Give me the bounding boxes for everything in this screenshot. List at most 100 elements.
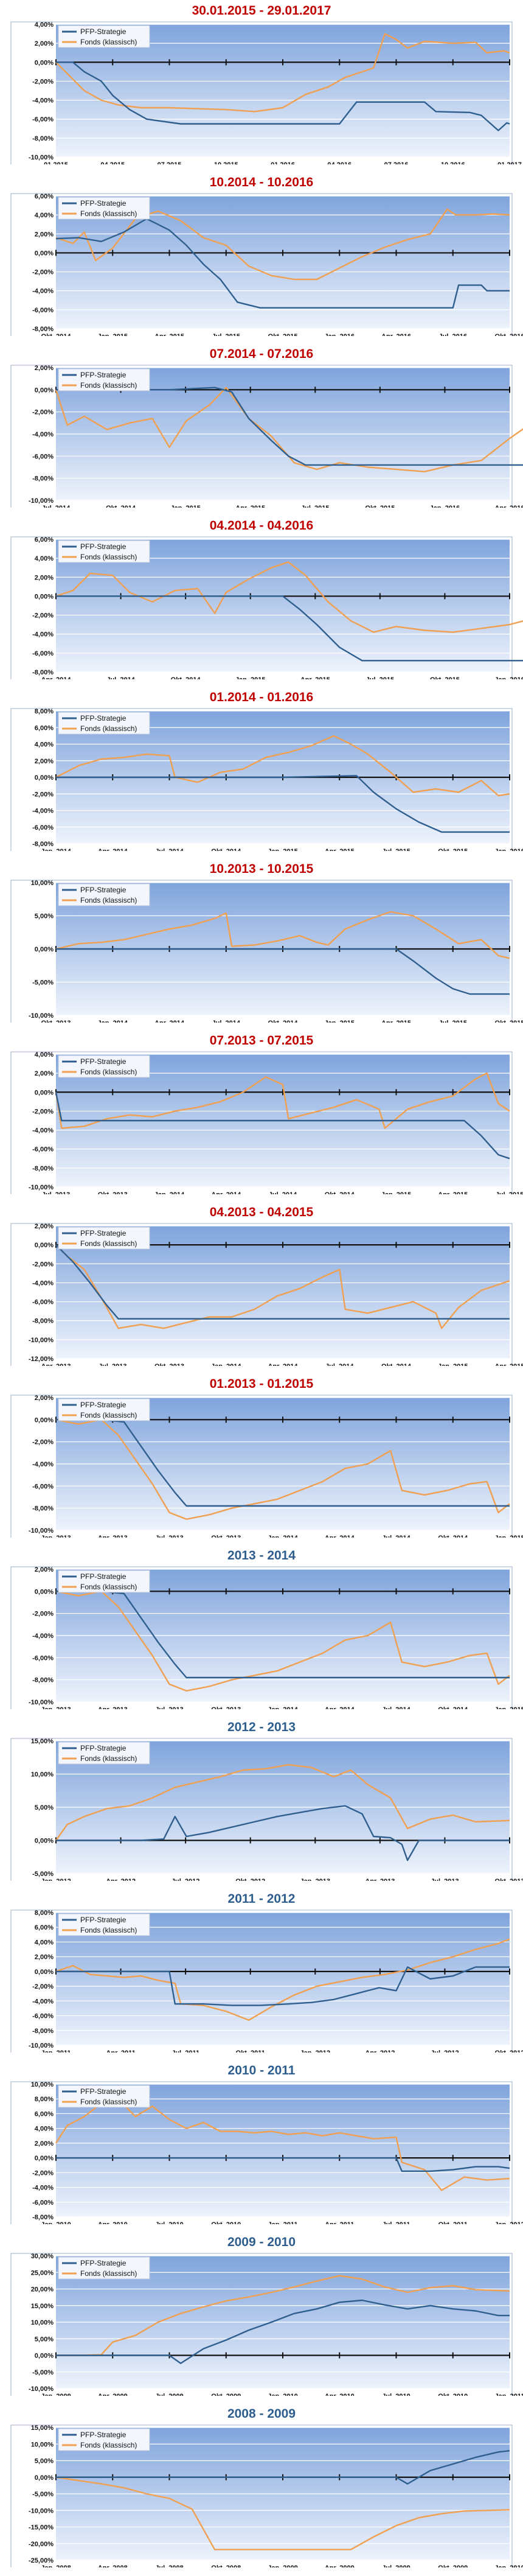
x-tick-label: Jul. 2013 xyxy=(155,1535,183,1538)
x-tick-label: Jul. 2009 xyxy=(382,2564,410,2567)
legend-label-strategy: PFP-Strategie xyxy=(80,542,126,551)
series-line-strategy xyxy=(56,948,510,995)
chart-svg: 30,00% 25,00% 20,00% 15,00% 10,00% 5,00% 0,00%… xyxy=(10,2253,523,2396)
x-tick-label: Okt. 2014 xyxy=(438,1706,468,1709)
chart-svg: 8,00% 6,00% 4,00% 2,00% 0,00% -2,00% -4,00% -6,… xyxy=(10,1909,523,2053)
x-tick-label: Jul. 2014 xyxy=(382,1706,410,1709)
y-tick-label: -4,00% xyxy=(32,431,54,438)
x-tick-label: Okt. 2013 xyxy=(495,1878,523,1881)
chart-title: 2011 - 2012 xyxy=(227,1892,296,1906)
y-tick-label: -20,00% xyxy=(29,2541,54,2548)
series-line-strategy xyxy=(55,218,510,309)
x-tick-label: Jan. 2011 xyxy=(268,2221,298,2224)
y-tick-label: 0,00% xyxy=(35,59,54,66)
x-tick-label: Jan. 2010 xyxy=(41,2221,71,2224)
series-line-strategy xyxy=(56,1805,510,1861)
series-line-fund xyxy=(55,208,510,281)
y-tick-label: -8,00% xyxy=(32,1505,54,1513)
x-tick-label: Jan. 2009 xyxy=(41,2393,71,2396)
y-tick-label: -5,00% xyxy=(32,2491,54,2498)
chart-svg: 2,00% 0,00% -2,00% -4,00% -6,00% -8,00% -10,00… xyxy=(10,1566,523,1709)
chart-title: 2012 - 2013 xyxy=(227,1720,296,1734)
x-tick-label: Jan. 2015 xyxy=(438,1363,468,1366)
x-tick-label: Okt. 2014 xyxy=(381,1363,412,1366)
y-tick-label: 6,00% xyxy=(35,1924,54,1931)
legend-label-strategy: PFP-Strategie xyxy=(80,199,126,208)
x-tick-label: 07.2015 xyxy=(158,161,182,164)
chart-panel: 07.2014 - 07.2016 2,00% 0,00% -2,00% -4,00% -… xyxy=(0,343,523,508)
series-line-strategy xyxy=(56,2450,510,2485)
x-tick-label: Jan. 2014 xyxy=(211,1363,241,1366)
x-tick-label: Jan. 2012 xyxy=(300,2049,331,2053)
x-tick-label: Apr. 2011 xyxy=(106,2049,135,2053)
x-tick-label: Jul. 2014 xyxy=(106,676,135,679)
y-tick-label: 8,00% xyxy=(35,1909,54,1917)
legend-label-strategy: PFP-Strategie xyxy=(80,1057,126,1066)
y-tick-label: -6,00% xyxy=(32,1654,54,1662)
y-tick-label: 4,00% xyxy=(35,1939,54,1946)
x-tick-label: Okt. 2015 xyxy=(365,505,395,508)
series-line-strategy xyxy=(56,2157,510,2172)
y-tick-label: -4,00% xyxy=(32,1279,54,1287)
x-tick-label: Jan. 2013 xyxy=(41,1535,71,1538)
x-tick-label: Apr. 2013 xyxy=(41,1363,71,1366)
y-tick-label: 6,00% xyxy=(35,193,54,200)
x-tick-label: Okt. 2012 xyxy=(235,1878,265,1881)
legend-label-fund: Fonds (klassisch) xyxy=(80,724,137,733)
series-line-fund xyxy=(56,2275,510,2356)
chart-svg: 6,00% 4,00% 2,00% 0,00% -2,00% -4,00% -6,00% -8… xyxy=(10,193,523,336)
legend-box xyxy=(58,2256,150,2280)
chart-title: 2010 - 2011 xyxy=(227,2063,296,2077)
x-tick-label: Jan. 2016 xyxy=(324,333,355,336)
legend: PFP-Strategie Fonds (klassisch) xyxy=(58,540,150,563)
series-line-fund xyxy=(55,1764,510,1841)
x-tick-label: Apr. 2015 xyxy=(154,333,184,336)
x-tick-label: Jul. 2012 xyxy=(171,1878,199,1881)
x-tick-label: Jan. 2015 xyxy=(170,505,201,508)
x-tick-label: Apr. 2014 xyxy=(211,1191,241,1194)
chart-svg: 2,00% 0,00% -2,00% -4,00% -6,00% -8,00% -10,00… xyxy=(10,365,523,508)
legend-label-strategy: PFP-Strategie xyxy=(80,1744,126,1752)
x-tick-label: Okt. 2015 xyxy=(438,848,468,851)
x-tick-label: Okt. 2014 xyxy=(41,333,72,336)
x-tick-label: Jul. 2013 xyxy=(99,1363,126,1366)
x-tick-label: Jul. 2010 xyxy=(382,2393,410,2396)
x-tick-label: Okt. 2014 xyxy=(211,848,241,851)
legend-label-fund: Fonds (klassisch) xyxy=(80,896,137,905)
x-tick-label: Jan. 2014 xyxy=(154,1191,185,1194)
chart-svg: 10,00% 8,00% 6,00% 4,00% 2,00% 0,00% -2,00% -4,… xyxy=(10,2081,523,2224)
y-tick-label: -2,00% xyxy=(32,1261,54,1268)
x-tick-label: Jan. 2015 xyxy=(381,1191,412,1194)
y-tick-label: 0,00% xyxy=(35,1588,54,1595)
y-tick-label: 4,00% xyxy=(35,2126,54,2133)
x-tick-label: Apr. 2013 xyxy=(98,1706,128,1709)
x-tick-label: Apr. 2015 xyxy=(381,1020,411,1023)
x-tick-label: Jul. 2015 xyxy=(366,676,394,679)
legend-label-fund: Fonds (klassisch) xyxy=(80,1926,137,1934)
y-tick-label: -6,00% xyxy=(32,2199,54,2207)
series-line-fund xyxy=(55,2476,510,2550)
chart-svg: 8,00% 6,00% 4,00% 2,00% 0,00% -2,00% -4,00% -6,… xyxy=(10,708,523,851)
x-tick-label: Apr. 2014 xyxy=(325,1535,355,1538)
x-tick-label: Jan. 2015 xyxy=(494,1706,523,1709)
x-tick-label: Okt. 2009 xyxy=(438,2564,468,2567)
y-tick-label: 5,00% xyxy=(35,2458,54,2465)
y-tick-label: -2,00% xyxy=(32,612,54,620)
x-tick-label: Jul. 2011 xyxy=(171,2049,199,2053)
x-tick-label: Jul. 2012 xyxy=(431,2049,459,2053)
x-tick-label: Jan. 2014 xyxy=(41,848,71,851)
y-tick-label: -6,00% xyxy=(32,1146,54,1153)
chart-title: 04.2013 - 04.2015 xyxy=(209,1205,314,1219)
chart-panel: 01.2014 - 01.2016 8,00% 6,00% 4,00% 2,00% 0,0… xyxy=(0,687,523,851)
legend-label-strategy: PFP-Strategie xyxy=(80,1401,126,1409)
x-tick-label: Apr. 2012 xyxy=(106,1878,136,1881)
x-tick-label: Apr. 2014 xyxy=(325,1706,355,1709)
y-tick-label: 4,00% xyxy=(35,741,54,749)
chart-svg: 2,00% 0,00% -2,00% -4,00% -6,00% -8,00% -10,00… xyxy=(10,1395,523,1538)
y-tick-label: -10,00% xyxy=(29,1527,54,1535)
chart-svg: 15,00% 10,00% 5,00% 0,00% -5,00% -10,00% -15,0… xyxy=(10,2424,523,2567)
legend: PFP-Strategie Fonds (klassisch) xyxy=(58,2428,150,2451)
legend-box xyxy=(58,25,150,48)
chart-title: 01.2014 - 01.2016 xyxy=(209,690,314,704)
y-tick-label: -10,00% xyxy=(29,154,54,161)
